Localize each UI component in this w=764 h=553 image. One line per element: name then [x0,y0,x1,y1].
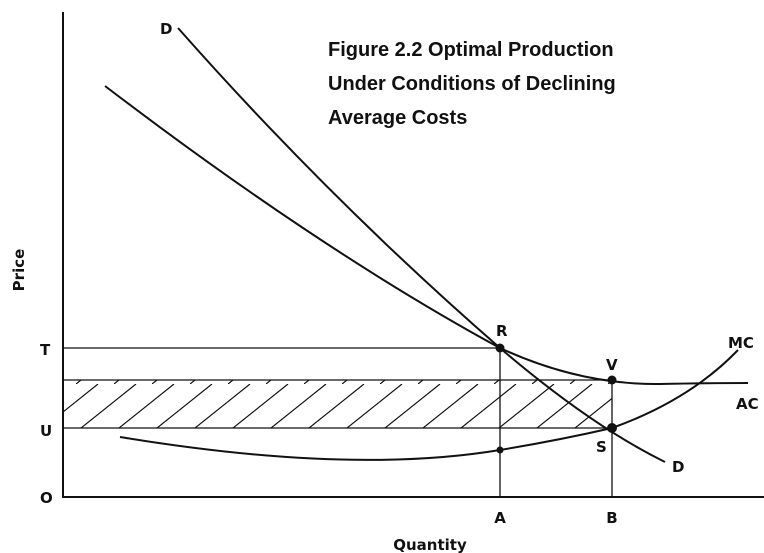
y-label: U [40,422,52,440]
title-line: Figure 2.2 Optimal Production [328,39,614,61]
x-label: A [494,509,506,527]
point [495,343,505,353]
curve-label: AC [736,395,759,413]
title-line: Average Costs [328,107,467,129]
point [607,375,617,385]
title-line: Under Conditions of Declining [328,73,616,95]
y-axis-label: Price [10,249,28,292]
point [496,446,504,454]
x-label: B [606,509,617,527]
y-label: O [40,489,53,507]
point-label: S [596,438,607,456]
guide-lines [63,347,613,497]
y-label: T [40,341,51,359]
point-label: R [496,322,508,340]
demand-curve [177,27,666,463]
hatched-area [63,380,612,428]
curve-label: D [672,458,684,476]
point [607,423,617,433]
x-axis-label: Quantity [393,536,467,553]
point-label: V [606,356,618,374]
points [495,343,617,454]
curve-label: D [160,20,172,38]
curve-label: MC [728,334,754,352]
marginal-cost-curve [119,349,739,461]
average-cost-curve [104,85,749,386]
axes [62,12,764,498]
